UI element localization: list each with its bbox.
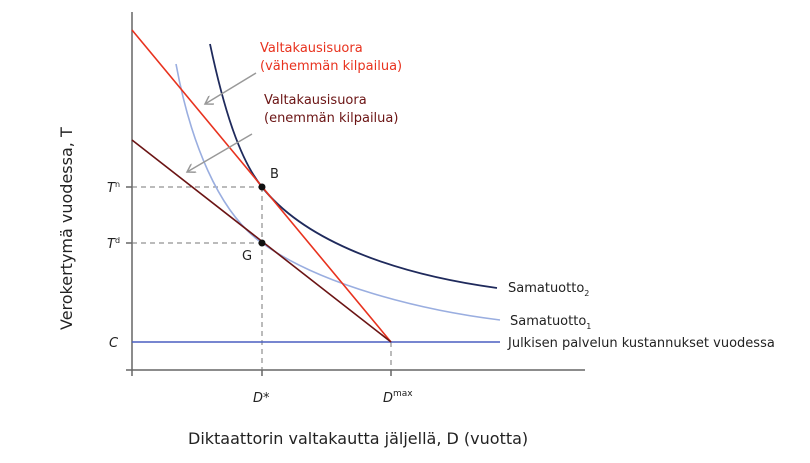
red-line-label-2: (vähemmän kilpailua) [260, 59, 402, 74]
darkred-line-label-1: Valtakausisuora [264, 93, 367, 108]
dstar-label: D* [253, 391, 270, 406]
guide-lines [132, 186, 392, 370]
x-axis-title: Diktaattorin valtakautta jäljellä, D (vu… [188, 429, 528, 448]
cost-line-label: Julkisen palvelun kustannukset vuodessa [507, 336, 775, 351]
arrow-less-competition [205, 72, 257, 104]
y-axis-title: Verokertymä vuodessa, T [57, 127, 76, 330]
point-b [258, 183, 266, 191]
red-line-label-1: Valtakausisuora [260, 41, 363, 56]
samatuotto2-curve [209, 43, 498, 289]
c-label: C [109, 336, 119, 351]
darkred-line-label-2: (enemmän kilpailua) [264, 111, 398, 126]
point-g [258, 239, 266, 247]
tn-label: Tn [107, 180, 120, 196]
samatuotto1-label: Samatuotto1 [510, 314, 591, 331]
dmax-label: Dmax [383, 389, 413, 406]
point-b-label: B [270, 167, 279, 182]
samatuotto2-label: Samatuotto2 [508, 281, 589, 298]
point-g-label: G [242, 249, 252, 264]
td-label: Td [107, 236, 120, 252]
arrow-more-competition [187, 133, 253, 172]
